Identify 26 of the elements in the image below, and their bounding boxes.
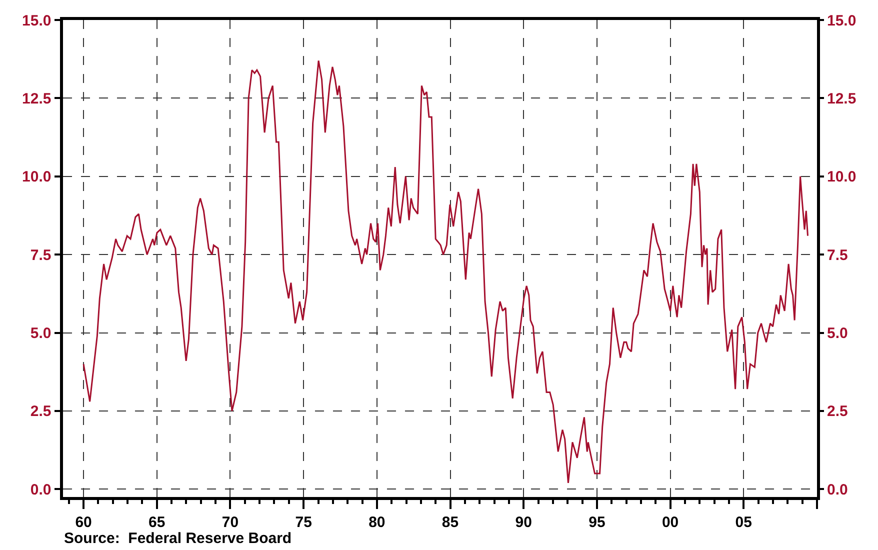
y-tick-label: 10.0: [22, 168, 52, 186]
x-tick-label: 00: [662, 514, 679, 531]
y2-tick-label: 12.5: [827, 90, 856, 108]
x-tick-label: 95: [588, 514, 606, 531]
y-tick-label: 7.5: [30, 246, 52, 264]
source-note: Source: Federal Reserve Board: [64, 530, 292, 547]
y2-tick-label: 10.0: [827, 168, 856, 186]
x-tick-label: 05: [735, 514, 752, 531]
y2-tick-label: 15.0: [827, 12, 856, 30]
y-tick-label: 5.0: [30, 325, 52, 342]
y2-tick-label: 5.0: [827, 325, 848, 342]
y-tick-label: 2.5: [30, 403, 52, 420]
x-tick-label: 80: [368, 514, 386, 531]
y-tick-label: 0.0: [30, 481, 52, 498]
y-tick-label: 12.5: [22, 90, 52, 108]
y2-tick-label: 7.5: [827, 246, 848, 264]
x-tick-label: 85: [442, 514, 459, 531]
y-tick-label: 15.0: [22, 12, 52, 30]
x-tick-label: 90: [515, 514, 532, 531]
x-tick-label: 75: [295, 514, 312, 531]
x-tick-label: 65: [148, 514, 166, 531]
line-series: [82, 60, 809, 484]
x-tick-label: 60: [75, 514, 92, 531]
y2-tick-label: 0.0: [827, 481, 848, 498]
y2-tick-label: 2.5: [827, 403, 848, 420]
x-tick-label: 70: [222, 514, 239, 531]
